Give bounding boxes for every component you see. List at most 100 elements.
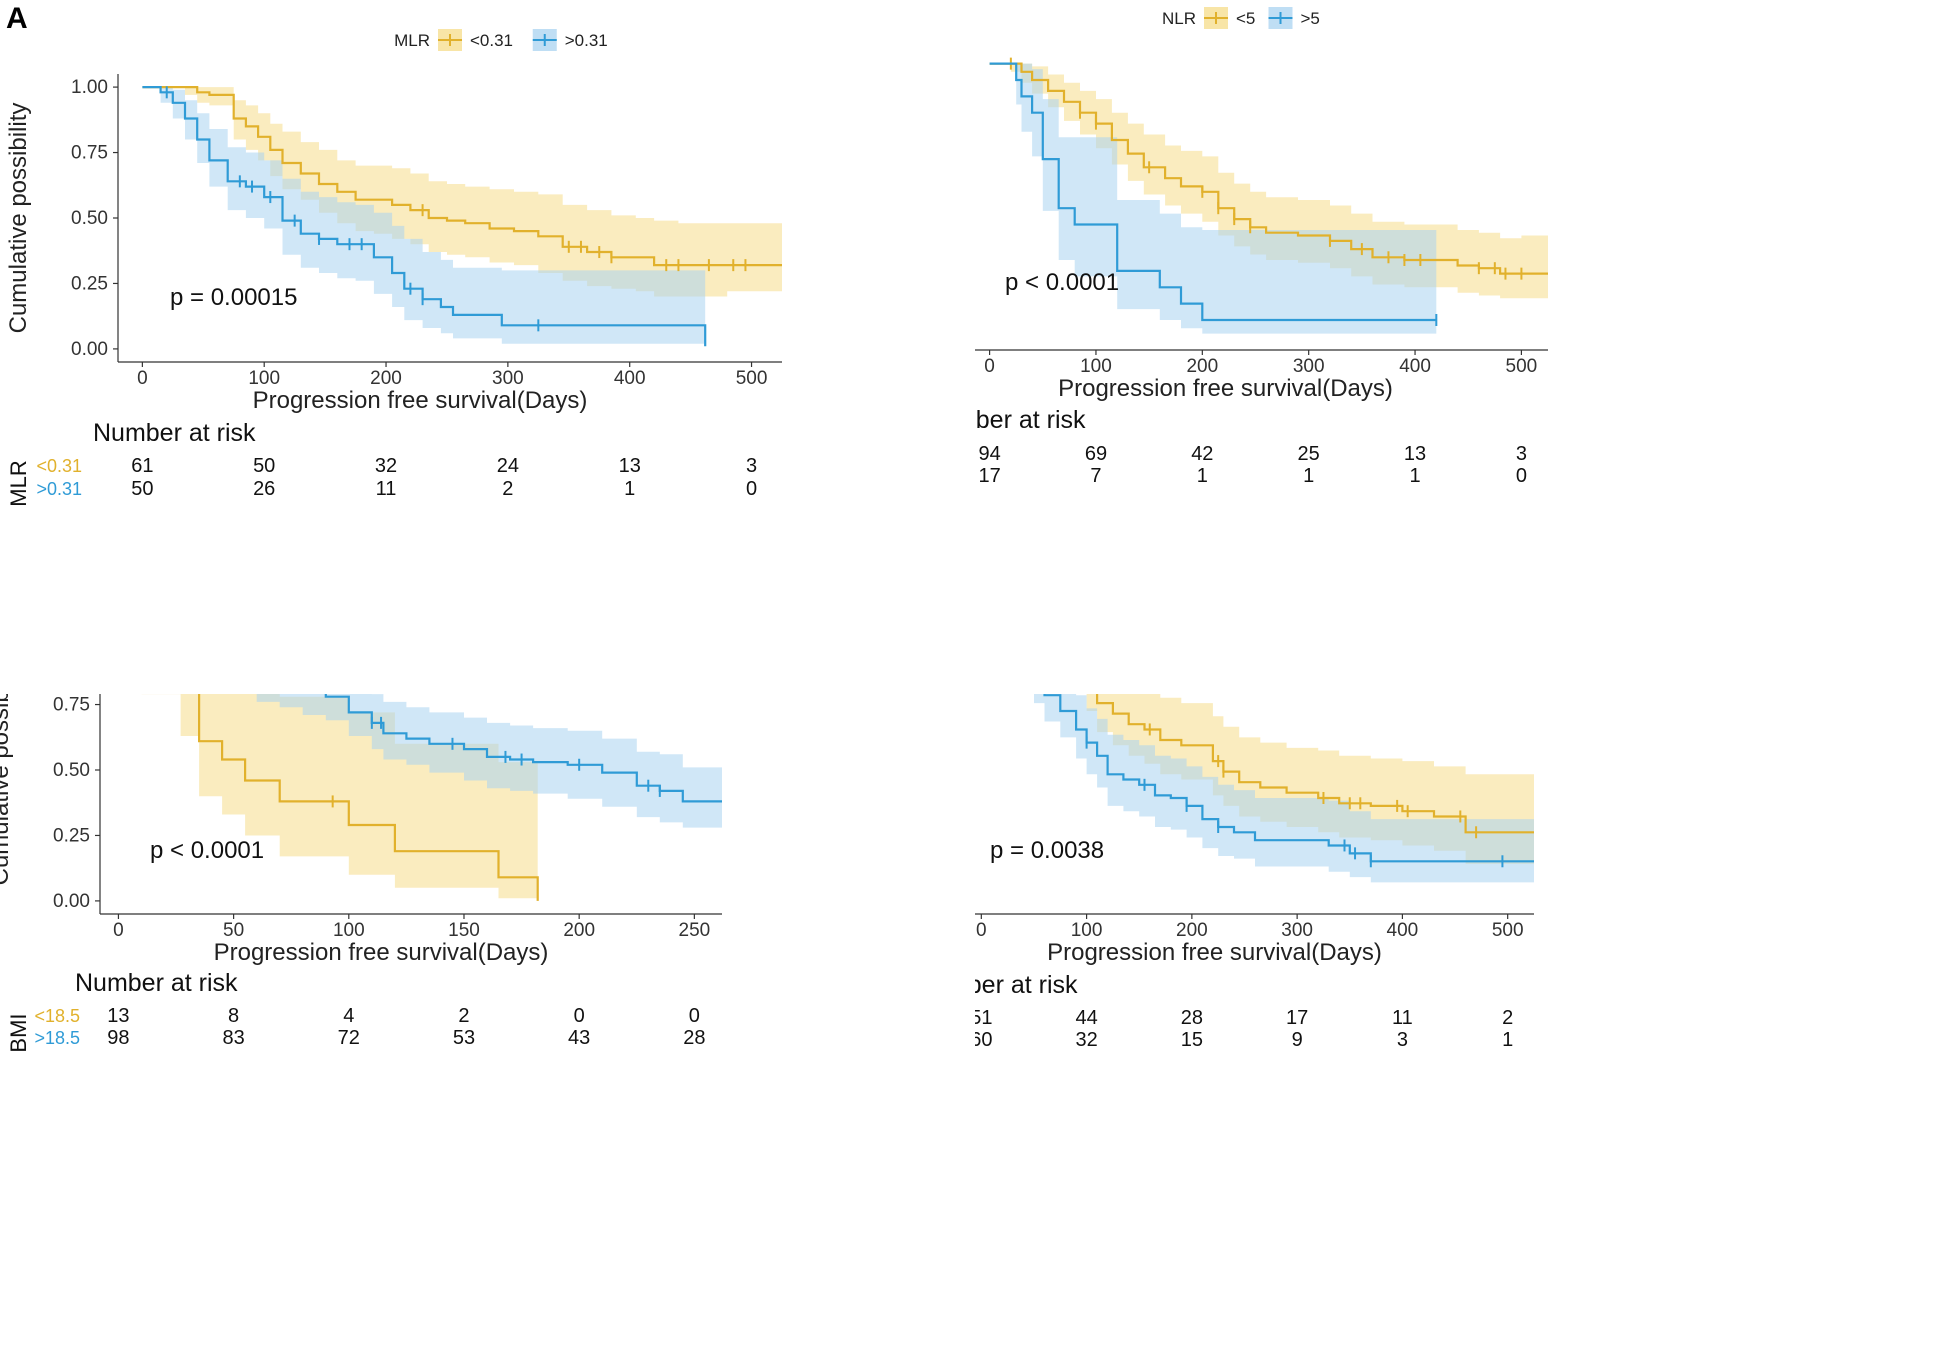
risk-count: 42 xyxy=(1191,443,1213,465)
survival-curve-2 xyxy=(142,86,707,347)
risk-count: 15 xyxy=(1181,1029,1203,1051)
risk-row-label-2: >18.5 xyxy=(34,1028,80,1048)
risk-row-label-1: <18.5 xyxy=(34,1006,80,1026)
x-tick-label: 500 xyxy=(736,368,768,389)
survival-curve-2 xyxy=(324,694,722,803)
km-panel-b: BNLR<5>501002003004005000.000.250.500.75… xyxy=(975,7,1548,487)
x-tick-label: 100 xyxy=(248,368,280,389)
risk-count: 50 xyxy=(131,478,153,500)
ci-band-2 xyxy=(142,87,706,347)
risk-count: 26 xyxy=(253,478,275,500)
y-tick-label: 0.00 xyxy=(71,339,108,360)
x-tick-label: 500 xyxy=(1492,920,1524,941)
survival-curve-1 xyxy=(198,694,539,901)
risk-count: 83 xyxy=(222,1027,244,1049)
x-axis-title-a: Progression free survival(Days) xyxy=(253,387,588,414)
x-tick-label: 300 xyxy=(492,368,524,389)
risk-table-title-b: Number at risk xyxy=(975,406,1086,434)
risk-count: 24 xyxy=(497,455,519,477)
legend-entry-1: <0.31 xyxy=(470,31,513,50)
risk-count: 1 xyxy=(1409,465,1420,487)
y-tick-label: 0.25 xyxy=(53,825,90,846)
x-tick-label: 500 xyxy=(1506,356,1538,377)
risk-count: 0 xyxy=(746,478,757,500)
p-value-c: p < 0.0001 xyxy=(150,837,264,864)
x-tick-label: 100 xyxy=(1071,920,1103,941)
risk-count: 50 xyxy=(253,455,275,477)
y-axis-title-a: Cumulative possibility xyxy=(5,103,32,334)
risk-count: 9 xyxy=(1292,1029,1303,1051)
risk-row-label-1: <0.31 xyxy=(36,456,82,476)
risk-count: 0 xyxy=(574,1005,585,1027)
ci-band-2 xyxy=(1034,694,1534,883)
x-axis-title-c: Progression free survival(Days) xyxy=(214,939,549,966)
x-tick-label: 250 xyxy=(679,920,711,941)
legend-a: MLR <0.31 >0.31 xyxy=(394,29,608,51)
risk-count: 17 xyxy=(1286,1007,1308,1029)
risk-count: 43 xyxy=(568,1027,590,1049)
y-tick-label: 0.50 xyxy=(71,208,108,229)
risk-count: 3 xyxy=(746,455,757,477)
legend-entry-2: >5 xyxy=(1301,9,1320,28)
x-tick-label: 50 xyxy=(223,920,244,941)
x-tick-label: 100 xyxy=(1080,356,1112,377)
survival-curve-1 xyxy=(142,86,782,267)
x-tick-label: 100 xyxy=(333,920,365,941)
x-tick-label: 400 xyxy=(614,368,646,389)
y-tick-label: 1.00 xyxy=(71,77,108,98)
risk-count: 60 xyxy=(975,1029,992,1051)
risk-count: 1 xyxy=(1197,465,1208,487)
y-axis-title-c: Cumulative possibility xyxy=(0,694,14,885)
risk-table-title-d: Number at risk xyxy=(975,971,1078,999)
x-tick-label: 200 xyxy=(1176,920,1208,941)
survival-curve-1 xyxy=(989,62,1548,275)
km-panel-c: CBMI<18.5>18.50501001502002500.000.250.5… xyxy=(0,694,722,1053)
x-tick-label: 0 xyxy=(113,920,124,941)
risk-count: 69 xyxy=(1085,443,1107,465)
x-axis-title-d: Progression free survival(Days) xyxy=(1047,939,1382,966)
risk-count: 1 xyxy=(1303,465,1314,487)
panel-letter-a: A xyxy=(6,2,28,35)
risk-count: 8 xyxy=(228,1005,239,1027)
x-tick-label: 400 xyxy=(1387,920,1419,941)
risk-count: 32 xyxy=(1075,1029,1097,1051)
risk-count: 7 xyxy=(1090,465,1101,487)
x-tick-label: 200 xyxy=(563,920,595,941)
risk-count: 2 xyxy=(1502,1007,1513,1029)
x-tick-label: 400 xyxy=(1399,356,1431,377)
risk-count: 53 xyxy=(453,1027,475,1049)
ci-band-2 xyxy=(989,63,1437,334)
legend-title: NLR xyxy=(1162,9,1196,28)
risk-count: 28 xyxy=(1181,1007,1203,1029)
x-tick-label: 0 xyxy=(984,356,995,377)
risk-count: 11 xyxy=(1392,1007,1413,1029)
km-panel-d: Dtreatment linefirst line>first line0100… xyxy=(975,694,1534,1051)
x-axis-title-b: Progression free survival(Days) xyxy=(1058,375,1393,402)
risk-table-title-c: Number at risk xyxy=(75,969,238,997)
legend-entry-1: <5 xyxy=(1236,9,1255,28)
ci-band-2 xyxy=(256,694,722,828)
p-value-a: p = 0.00015 xyxy=(170,284,297,311)
risk-table-variable-a: MLR xyxy=(6,460,31,506)
x-tick-label: 300 xyxy=(1293,356,1325,377)
risk-count: 3 xyxy=(1397,1029,1408,1051)
ci-band-1 xyxy=(142,87,782,297)
survival-curve-1 xyxy=(1096,694,1534,834)
survival-curve-2 xyxy=(989,62,1437,322)
risk-count: 4 xyxy=(343,1005,354,1027)
y-tick-label: 0.25 xyxy=(71,273,108,294)
x-tick-label: 150 xyxy=(448,920,480,941)
legend-title: MLR xyxy=(394,31,430,50)
risk-count: 28 xyxy=(683,1027,705,1049)
x-tick-label: 200 xyxy=(1186,356,1218,377)
p-value-d: p = 0.0038 xyxy=(990,837,1104,864)
risk-count: 61 xyxy=(131,455,153,477)
risk-count: 13 xyxy=(1404,443,1426,465)
x-tick-label: 0 xyxy=(976,920,987,941)
risk-count: 72 xyxy=(338,1027,360,1049)
x-tick-label: 0 xyxy=(137,368,148,389)
risk-count: 0 xyxy=(689,1005,700,1027)
risk-count: 11 xyxy=(376,478,397,500)
risk-table-variable-c: BMI xyxy=(6,1013,31,1052)
